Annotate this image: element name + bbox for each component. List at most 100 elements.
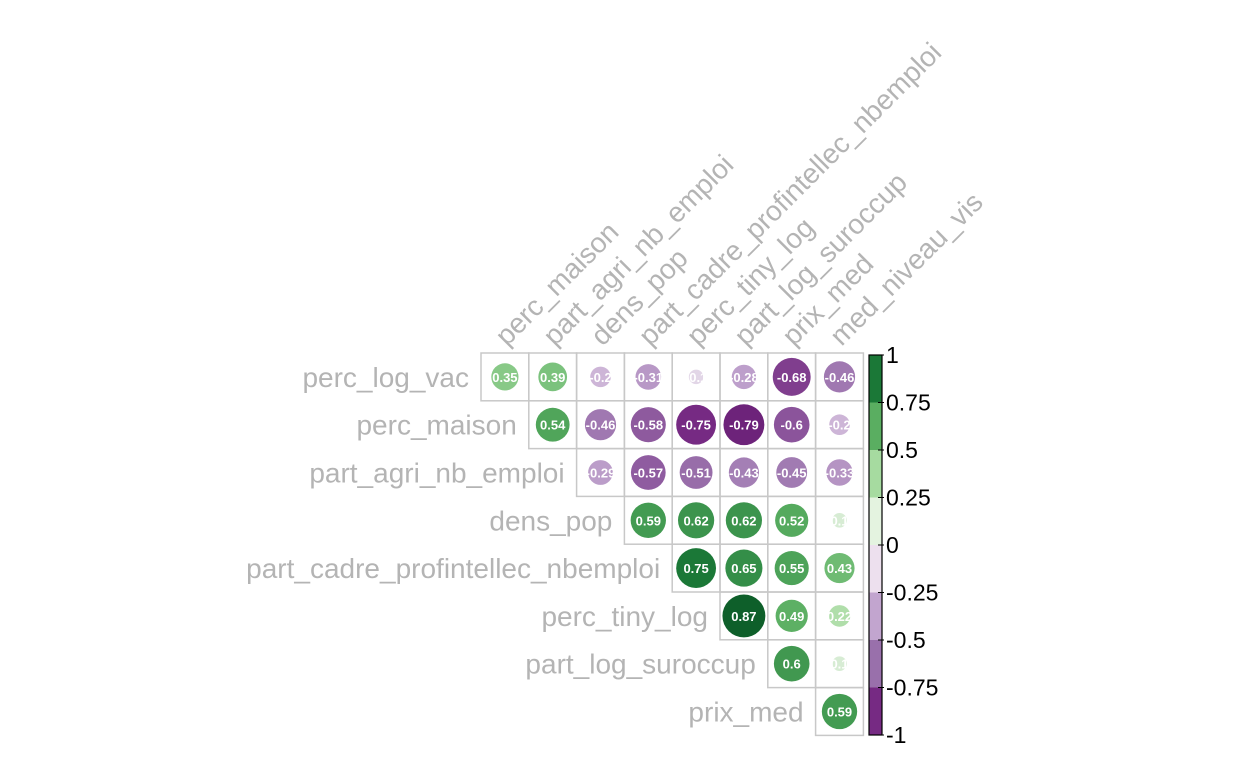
column-labels: perc_maisonpart_agri_nb_emploidens_poppa… — [489, 37, 989, 352]
correlation-value: 0.6 — [783, 657, 801, 672]
correlation-value: -0.51 — [681, 466, 711, 481]
correlation-value: -0.46 — [586, 418, 616, 433]
correlation-circle — [731, 364, 757, 390]
correlation-value-labels: 0.35 0.39 -0.2 -0.31 -0.1 -0.28 -0.68 -0.46 0.54… — [492, 370, 854, 720]
legend-band — [869, 592, 882, 641]
legend-tick-label: 0.75 — [886, 390, 931, 416]
color-legend: 1 0.75 0.5 0.25 0 -0.25 -0.5 -0.75 -1 — [868, 342, 938, 748]
correlation-value: -0.46 — [825, 370, 855, 385]
grid-lines — [480, 352, 865, 737]
correlation-value: 0.59 — [827, 705, 852, 720]
row-label: dens_pop — [489, 505, 612, 536]
correlation-value: -0.31 — [633, 370, 663, 385]
correlation-circle — [630, 502, 666, 538]
correlation-circle — [535, 407, 570, 442]
row-label: part_agri_nb_emploi — [309, 458, 564, 489]
legend-band — [869, 640, 882, 688]
correlation-value: -0.1 — [685, 370, 707, 385]
correlation-circle — [832, 656, 847, 671]
legend-band — [869, 687, 882, 736]
legend-tick-label: -0.5 — [886, 627, 926, 653]
correlation-value: 0.43 — [827, 561, 852, 576]
correlation-circle — [725, 549, 763, 587]
legend-tick-label: 1 — [886, 342, 899, 368]
row-label: part_cadre_profintellec_nbemploi — [246, 553, 660, 584]
legend-tick-label: 0 — [886, 532, 899, 558]
correlation-value: 0.54 — [540, 418, 566, 433]
correlation-circle — [821, 693, 858, 730]
correlation-value: 0.49 — [779, 609, 804, 624]
correlation-circle — [826, 459, 853, 486]
row-label: perc_tiny_log — [541, 601, 708, 632]
legend-band — [869, 497, 882, 546]
correlation-circle — [773, 645, 810, 682]
correlation-circles — [491, 357, 858, 730]
correlation-circle — [728, 457, 759, 488]
correlation-value: -0.28 — [729, 370, 759, 385]
correlation-value: -0.57 — [633, 466, 663, 481]
correlation-circle — [823, 361, 856, 393]
correlation-circle — [829, 414, 850, 435]
correlation-value: -0.33 — [825, 466, 855, 481]
correlation-circle — [635, 364, 662, 390]
correlation-value: -0.68 — [777, 370, 807, 385]
row-label: part_log_suroccup — [525, 649, 755, 680]
row-label: perc_maison — [356, 410, 516, 441]
correlation-circle — [491, 363, 519, 391]
legend-tick-label: 0.25 — [886, 485, 931, 511]
correlation-circle — [676, 548, 717, 589]
correlation-circle — [772, 357, 811, 396]
correlation-value: -0.79 — [729, 418, 759, 433]
correlation-circle — [630, 407, 666, 443]
legend-tick-label: 0.5 — [886, 437, 918, 463]
correlation-value: -0.6 — [780, 418, 802, 433]
correlation-value: -0.2 — [828, 418, 850, 433]
correlation-circle — [584, 409, 617, 441]
correlation-value: 0.39 — [540, 370, 565, 385]
correlation-value: 0.75 — [683, 561, 708, 576]
legend-tick-label: -0.75 — [886, 675, 938, 701]
correlation-circle — [538, 362, 568, 392]
correlation-circle — [775, 503, 809, 537]
correlation-value: 0.1 — [830, 657, 848, 672]
correlation-circle — [725, 502, 763, 539]
correlation-circle — [676, 404, 717, 445]
correlation-value: -0.75 — [681, 418, 711, 433]
legend-tick-label: -0.25 — [886, 580, 938, 606]
correlation-value: -0.45 — [777, 466, 807, 481]
correlation-value: 0.87 — [731, 609, 756, 624]
correlation-value: -0.43 — [729, 466, 759, 481]
correlation-circle — [832, 513, 847, 528]
correlation-circle — [677, 502, 715, 539]
correlation-value: 0.52 — [779, 513, 804, 528]
legend-band — [869, 450, 882, 498]
correlation-circle — [723, 404, 765, 446]
correlation-value: -0.2 — [589, 370, 611, 385]
legend-tick-label: -1 — [886, 722, 906, 748]
correlation-value: 0.55 — [779, 561, 804, 576]
correlation-circle — [824, 553, 855, 584]
correlation-value: -0.58 — [633, 418, 663, 433]
correlation-circle — [775, 599, 808, 633]
correlation-circle — [722, 594, 766, 638]
correlation-value: 0.22 — [827, 609, 852, 624]
row-label: perc_log_vac — [302, 362, 469, 393]
correlation-value: 0.62 — [683, 513, 708, 528]
correlation-circle — [774, 551, 809, 586]
row-labels: perc_log_vac perc_maison part_agri_nb_empl… — [246, 362, 803, 728]
correlation-circle — [828, 605, 851, 627]
correlation-value: 0.62 — [731, 513, 756, 528]
correlation-circle — [776, 457, 808, 488]
correlation-value: 0.1 — [830, 513, 848, 528]
legend-band — [869, 355, 882, 403]
correlation-circle — [590, 366, 611, 388]
correlation-value: -0.29 — [586, 466, 616, 481]
correlation-circle — [588, 460, 613, 485]
correlation-value: 0.59 — [636, 513, 661, 528]
correlation-circle — [773, 406, 810, 443]
correlation-circle — [679, 456, 713, 489]
grid-cell — [814, 686, 865, 737]
row-label: prix_med — [688, 697, 803, 728]
correlation-circle — [688, 369, 704, 385]
